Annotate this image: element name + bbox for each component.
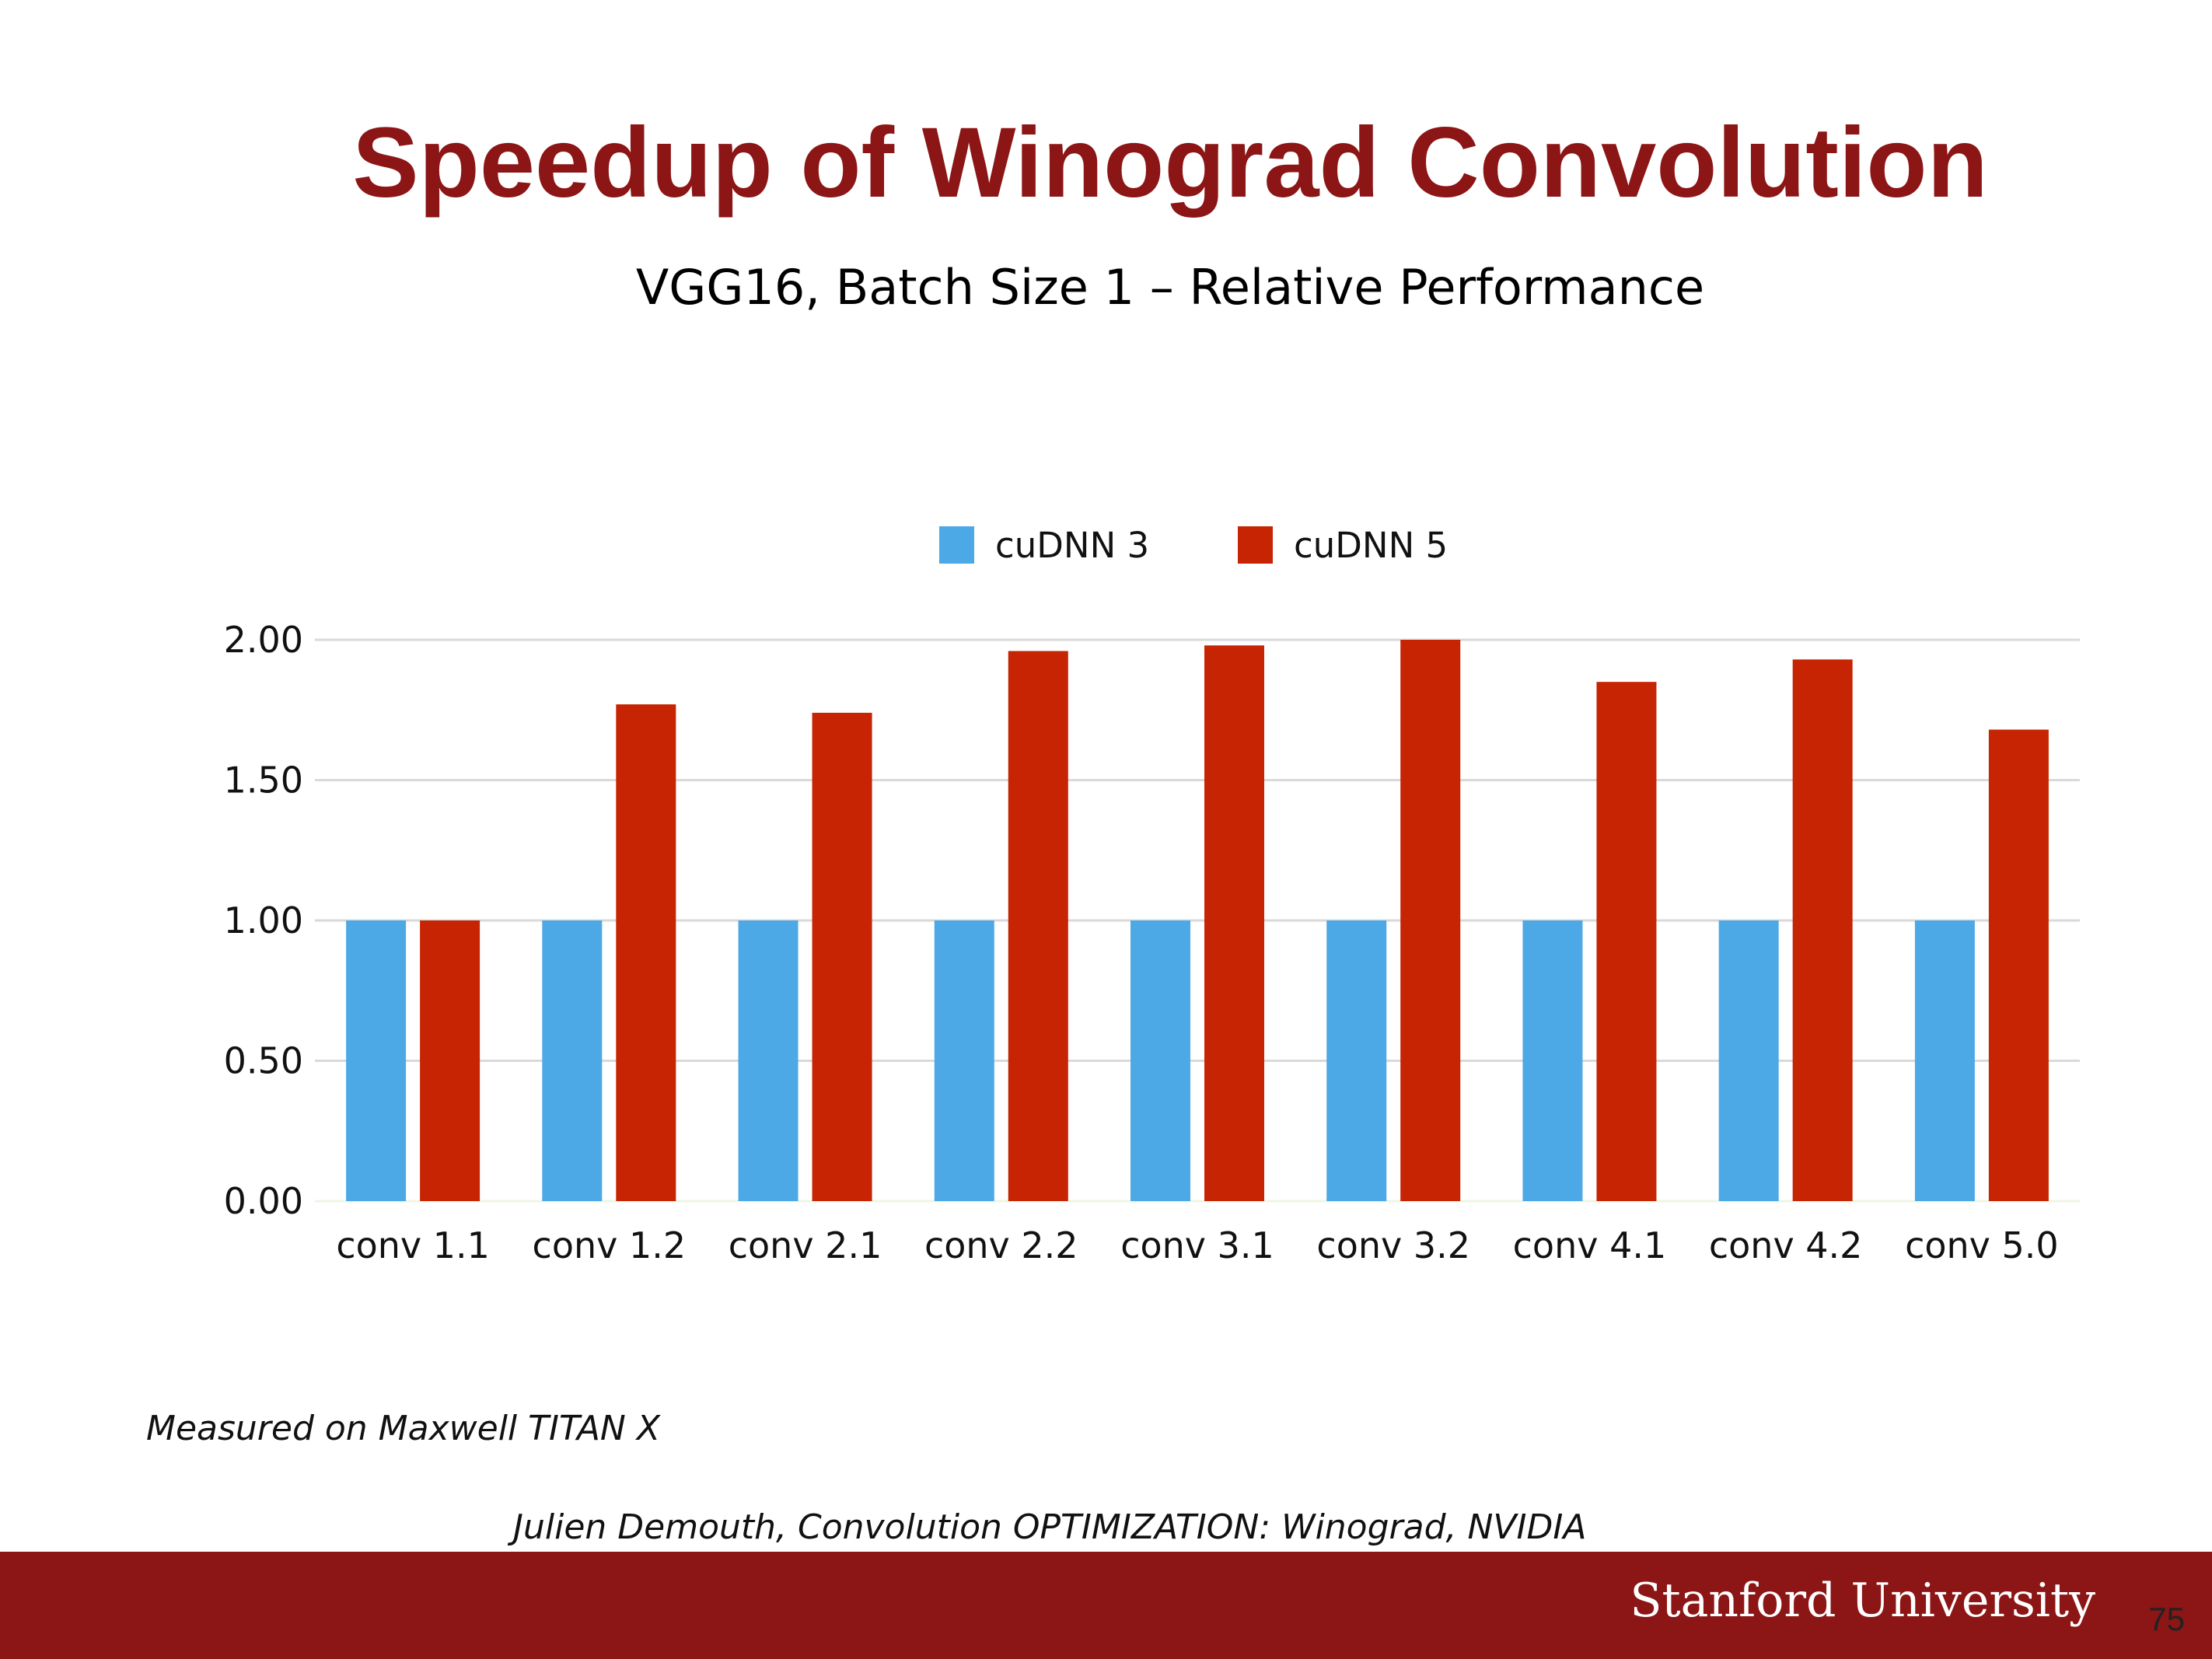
y-tick-label: 0.50	[224, 1040, 303, 1082]
bar-cudnn-3	[934, 920, 994, 1201]
x-tick-label: conv 1.1	[336, 1224, 490, 1266]
x-tick-label: conv 4.1	[1513, 1224, 1667, 1266]
y-tick-label: 1.50	[224, 760, 303, 802]
slide-title: Speedup of Winograd Convolution	[352, 107, 1988, 218]
legend-label: cuDNN 3	[995, 525, 1149, 566]
x-tick-label: conv 1.2	[533, 1224, 687, 1266]
footer-bar: Stanford University 75	[0, 1552, 2212, 1659]
x-tick-label: conv 2.2	[924, 1224, 1078, 1266]
bar-cudnn-5	[812, 712, 872, 1201]
university-wordmark: Stanford University	[1630, 1573, 2095, 1628]
y-tick-label: 2.00	[224, 619, 303, 661]
bar-cudnn-3	[738, 920, 798, 1201]
legend-label: cuDNN 5	[1294, 525, 1448, 566]
bar-cudnn-5	[1008, 651, 1068, 1201]
x-tick-label: conv 2.1	[729, 1224, 882, 1266]
bar-cudnn-5	[1988, 729, 2049, 1201]
legend-swatch	[939, 526, 974, 564]
x-tick-label: conv 3.1	[1120, 1224, 1274, 1266]
chart-title: VGG16, Batch Size 1 – Relative Performan…	[635, 259, 1705, 316]
bar-cudnn-3	[1522, 920, 1583, 1201]
bar-cudnn-3	[1718, 920, 1779, 1201]
bar-cudnn-5	[1204, 645, 1264, 1201]
bar-cudnn-5	[420, 920, 480, 1201]
page-number: 75	[2148, 1601, 2185, 1637]
chart-gridlines	[315, 638, 2080, 1203]
chart-bars	[346, 640, 2049, 1201]
y-tick-label: 1.00	[224, 899, 303, 941]
bar-cudnn-5	[1400, 640, 1461, 1201]
x-tick-label: conv 4.2	[1709, 1224, 1863, 1266]
measurement-note: Measured on Maxwell TITAN X	[146, 1409, 660, 1448]
bar-cudnn-5	[1596, 682, 1657, 1201]
x-tick-label: conv 5.0	[1905, 1224, 2059, 1266]
bar-cudnn-3	[1130, 920, 1190, 1201]
bar-chart: cuDNN 3 cuDNN 5 0.00 0.50 1.00 1.50 2.00 conv…	[224, 525, 2080, 1266]
bar-cudnn-3	[542, 920, 603, 1201]
bar-cudnn-5	[1792, 659, 1853, 1201]
bar-cudnn-3	[1914, 920, 1975, 1201]
x-tick-label: conv 3.2	[1316, 1224, 1470, 1266]
x-axis: conv 1.1 conv 1.2 conv 2.1 conv 2.2 conv 3.1…	[336, 1224, 2058, 1266]
bar-cudnn-5	[616, 704, 676, 1201]
bar-cudnn-3	[1326, 920, 1387, 1201]
y-axis: 0.00 0.50 1.00 1.50 2.00	[224, 619, 303, 1222]
bar-cudnn-3	[346, 920, 407, 1201]
chart-legend: cuDNN 3 cuDNN 5	[939, 525, 1448, 566]
citation: Julien Demouth, Convolution OPTIMIZATION…	[513, 1507, 1587, 1547]
y-tick-label: 0.00	[224, 1180, 303, 1222]
legend-swatch	[1238, 526, 1273, 564]
